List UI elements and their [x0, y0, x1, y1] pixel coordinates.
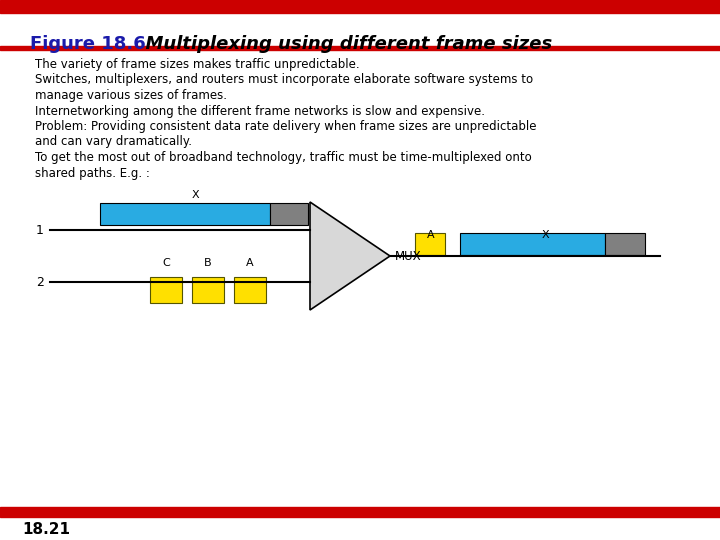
Text: manage various sizes of frames.: manage various sizes of frames.: [35, 89, 227, 102]
Text: and can vary dramatically.: and can vary dramatically.: [35, 136, 192, 148]
Text: Switches, multiplexers, and routers must incorporate elaborate software systems : Switches, multiplexers, and routers must…: [35, 73, 533, 86]
Bar: [0, 0, 720, 13]
Bar: [0, 507, 720, 517]
Text: shared paths. E.g. :: shared paths. E.g. :: [35, 166, 150, 179]
Bar: [270, 203, 308, 225]
Bar: [234, 277, 266, 303]
Bar: [460, 233, 605, 255]
Bar: [605, 233, 645, 255]
Text: To get the most out of broadband technology, traffic must be time-multiplexed on: To get the most out of broadband technol…: [35, 151, 532, 164]
Text: The variety of frame sizes makes traffic unpredictable.: The variety of frame sizes makes traffic…: [35, 58, 359, 71]
Bar: [150, 277, 182, 303]
Text: Problem: Providing consistent data rate delivery when frame sizes are unpredicta: Problem: Providing consistent data rate …: [35, 120, 536, 133]
Text: Figure 18.6: Figure 18.6: [30, 35, 145, 53]
Text: Internetworking among the different frame networks is slow and expensive.: Internetworking among the different fram…: [35, 105, 485, 118]
Bar: [0, 46, 720, 50]
Text: X: X: [192, 190, 199, 200]
Bar: [100, 203, 270, 225]
Text: A: A: [246, 258, 254, 268]
Text: 2: 2: [36, 275, 44, 288]
Text: Multiplexing using different frame sizes: Multiplexing using different frame sizes: [133, 35, 552, 53]
Text: MUX: MUX: [395, 249, 422, 262]
Bar: [415, 233, 445, 255]
Text: 1: 1: [36, 224, 44, 237]
Bar: [192, 277, 224, 303]
Text: B: B: [204, 258, 212, 268]
Text: 18.21: 18.21: [22, 522, 70, 537]
Text: A: A: [427, 230, 435, 240]
Polygon shape: [310, 202, 390, 310]
Text: C: C: [162, 258, 170, 268]
Text: X: X: [541, 230, 549, 240]
